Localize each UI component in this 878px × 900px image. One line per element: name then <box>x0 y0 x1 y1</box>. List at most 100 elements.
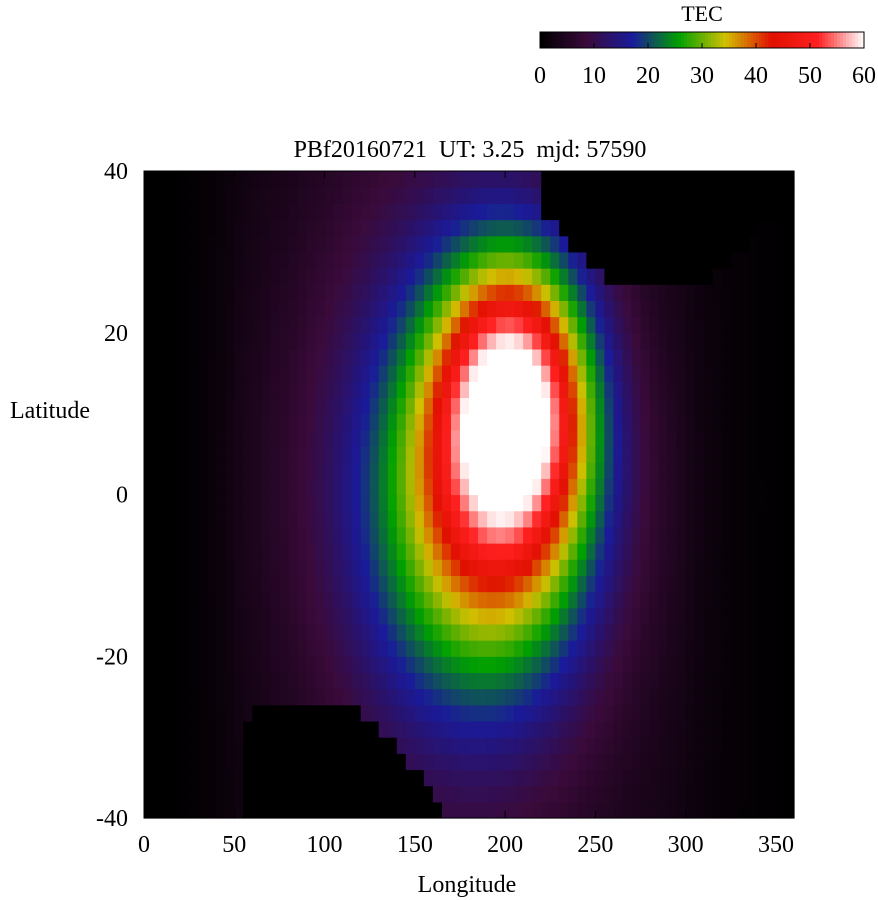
heatmap-cell <box>234 381 244 399</box>
heatmap-cell <box>180 575 190 593</box>
heatmap-cell <box>712 640 723 657</box>
heatmap-cell <box>541 268 551 285</box>
heatmap-cell <box>784 462 795 479</box>
heatmap-cell <box>595 704 606 722</box>
heatmap-cell <box>414 462 425 479</box>
heatmap-cell <box>198 235 208 253</box>
heatmap-cell <box>487 284 497 301</box>
heatmap-cell <box>162 413 172 431</box>
heatmap-cell <box>640 607 651 625</box>
heatmap-cell <box>487 785 497 803</box>
heatmap-cell <box>162 268 172 285</box>
heatmap-cell <box>198 429 208 447</box>
heatmap-cell <box>730 543 741 560</box>
heatmap-cell <box>577 510 587 528</box>
heatmap-cell <box>234 203 244 221</box>
heatmap-cell <box>216 623 226 641</box>
heatmap-cell <box>288 704 299 722</box>
heatmap-cell <box>162 704 172 722</box>
heatmap-cell <box>324 559 335 576</box>
heatmap-cell <box>333 737 344 754</box>
heatmap-cell <box>505 365 515 382</box>
heatmap-cell <box>631 543 642 560</box>
heatmap-cell <box>784 737 795 754</box>
heatmap-cell <box>685 300 696 318</box>
heatmap-cell <box>667 332 678 350</box>
heatmap-cell <box>676 284 687 301</box>
heatmap-cell <box>252 575 262 593</box>
heatmap-cell <box>505 462 515 479</box>
heatmap-cell <box>333 720 344 738</box>
colorbar-segment <box>546 32 550 48</box>
heatmap-cell <box>288 494 299 512</box>
heatmap-cell <box>315 753 326 771</box>
colorbar-segment <box>612 32 616 48</box>
heatmap-cell <box>279 559 290 576</box>
heatmap-cell <box>342 251 353 269</box>
colorbar-segment <box>555 32 559 48</box>
heatmap-cell <box>315 429 326 447</box>
heatmap-cell <box>207 720 217 738</box>
heatmap-cell <box>712 348 723 366</box>
heatmap-cell <box>658 526 669 544</box>
heatmap-cell <box>261 462 271 479</box>
heatmap-cell <box>360 478 371 496</box>
heatmap-cell <box>414 753 425 771</box>
heatmap-cell <box>577 785 587 803</box>
heatmap-cell <box>171 785 181 803</box>
heatmap-cell <box>261 429 271 447</box>
heatmap-cell <box>414 640 425 657</box>
heatmap-cell <box>261 300 271 318</box>
colorbar-segment <box>849 32 853 48</box>
heatmap-cell <box>577 720 587 738</box>
heatmap-cell <box>153 559 163 576</box>
heatmap-cell <box>225 737 235 754</box>
heatmap-cell <box>378 720 389 738</box>
heatmap-cell <box>216 526 226 544</box>
heatmap-cell <box>505 753 515 771</box>
heatmap-cell <box>360 720 371 738</box>
heatmap-cell <box>378 543 389 560</box>
heatmap-cell <box>441 640 452 657</box>
heatmap-cell <box>532 575 542 593</box>
heatmap-cell <box>351 445 362 463</box>
heatmap-cell <box>568 268 578 285</box>
heatmap-cell <box>604 801 615 819</box>
heatmap-cell <box>405 445 416 463</box>
heatmap-cell <box>784 720 795 738</box>
heatmap-cell <box>261 348 271 366</box>
heatmap-cell <box>333 235 344 253</box>
heatmap-cell <box>216 543 226 560</box>
heatmap-cell <box>261 381 271 399</box>
heatmap-cell <box>333 268 344 285</box>
heatmap-cell <box>694 575 705 593</box>
heatmap-cell <box>270 672 281 690</box>
colorbar-segment <box>765 32 769 48</box>
colorbar-segment <box>738 32 742 48</box>
heatmap-cell <box>649 737 660 754</box>
heatmap-cell <box>586 462 596 479</box>
heatmap-cell <box>144 171 154 188</box>
heatmap-cell <box>405 704 416 722</box>
colorbar-label: TEC <box>681 1 723 26</box>
heatmap-cell <box>505 203 515 221</box>
heatmap-cell <box>775 526 786 544</box>
heatmap-cell <box>189 494 199 512</box>
heatmap-cell <box>550 284 560 301</box>
heatmap-cell <box>144 187 154 204</box>
heatmap-cell <box>712 720 723 738</box>
heatmap-cell <box>414 656 425 674</box>
heatmap-cell <box>694 397 705 415</box>
heatmap-cell <box>243 365 253 382</box>
heatmap-cell <box>333 510 344 528</box>
heatmap-cell <box>378 591 389 609</box>
heatmap-cell <box>712 219 723 237</box>
heatmap-cell <box>216 575 226 593</box>
heatmap-cell <box>261 445 271 463</box>
heatmap-cell <box>405 413 416 431</box>
heatmap-cell <box>333 526 344 544</box>
heatmap-cell <box>622 753 633 771</box>
heatmap-cell <box>216 413 226 431</box>
heatmap-cell <box>487 171 497 188</box>
